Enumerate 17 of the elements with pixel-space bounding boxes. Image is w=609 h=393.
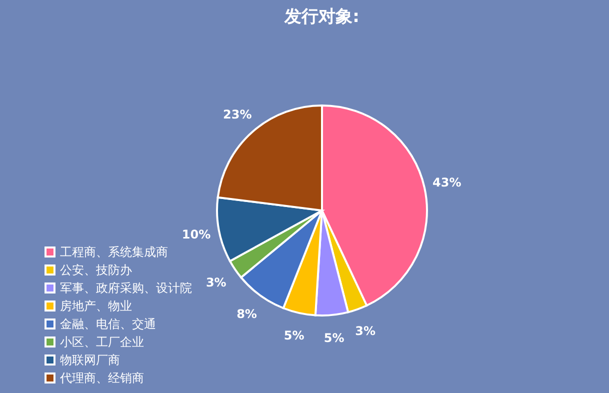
legend-label: 公安、技防办	[60, 263, 132, 277]
chart-title: 发行对象:	[284, 7, 360, 27]
data-label: 5%	[284, 328, 304, 342]
legend-label: 金融、电信、交通	[60, 317, 156, 331]
data-label: 43%	[432, 176, 462, 190]
legend-label: 工程商、系统集成商	[60, 245, 168, 259]
data-label: 3%	[206, 275, 226, 290]
data-label: 3%	[355, 324, 376, 338]
data-label: 10%	[182, 227, 211, 242]
legend-label: 房地产、物业	[60, 299, 132, 313]
legend-label: 代理商、经销商	[59, 371, 144, 385]
legend-label: 物联网厂商	[60, 353, 120, 367]
legend-label: 小区、工厂企业	[60, 335, 144, 349]
data-label: 8%	[236, 307, 257, 322]
data-label: 5%	[324, 330, 344, 345]
legend-label: 军事、政府采购、设计院	[60, 281, 192, 295]
data-label: 23%	[222, 107, 252, 122]
